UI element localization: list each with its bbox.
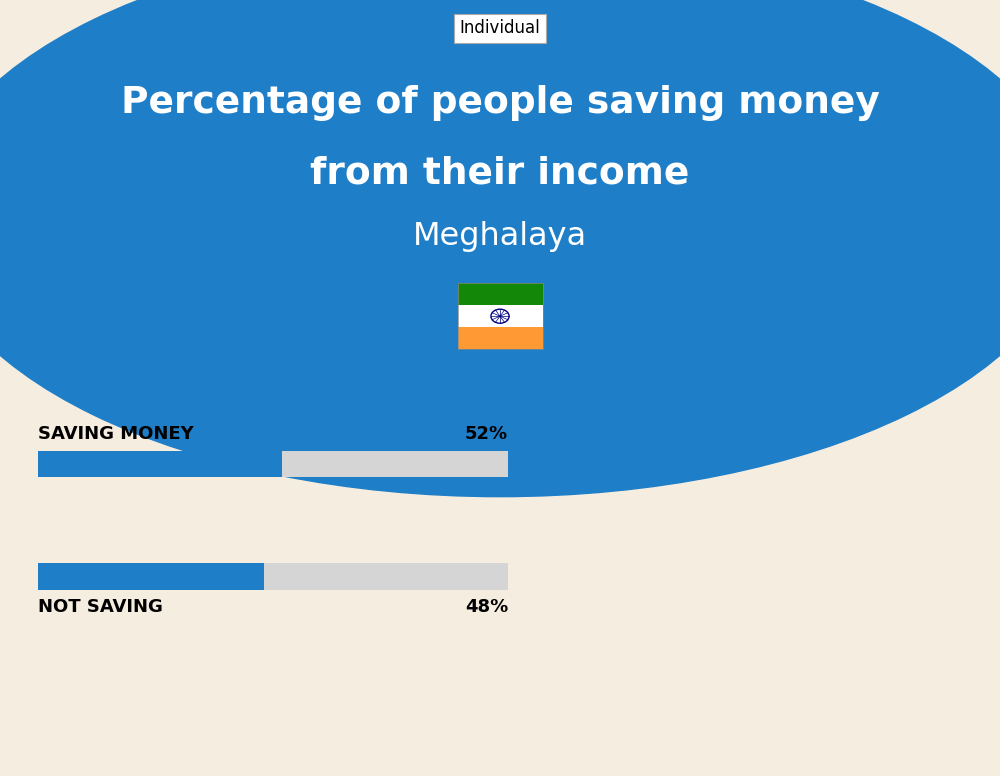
FancyBboxPatch shape (38, 451, 282, 477)
Text: from their income: from their income (310, 155, 690, 191)
FancyBboxPatch shape (458, 327, 542, 349)
FancyBboxPatch shape (38, 451, 508, 477)
Ellipse shape (0, 0, 1000, 497)
Text: SAVING MONEY: SAVING MONEY (38, 425, 194, 443)
FancyBboxPatch shape (458, 283, 542, 305)
Text: 48%: 48% (465, 598, 508, 615)
FancyBboxPatch shape (38, 563, 264, 590)
Text: Meghalaya: Meghalaya (413, 221, 587, 252)
FancyBboxPatch shape (38, 563, 508, 590)
Text: NOT SAVING: NOT SAVING (38, 598, 163, 615)
Text: 52%: 52% (465, 425, 508, 443)
Text: Individual: Individual (460, 19, 540, 37)
FancyBboxPatch shape (458, 305, 542, 327)
Text: Percentage of people saving money: Percentage of people saving money (121, 85, 879, 121)
